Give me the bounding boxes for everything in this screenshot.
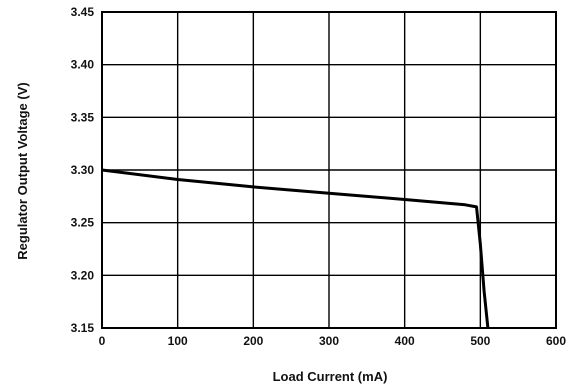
y-tick-label: 3.25	[71, 216, 95, 230]
y-tick-labels: 3.15 3.20 3.25 3.30 3.35 3.40 3.45	[71, 5, 95, 335]
x-tick-label: 600	[546, 334, 566, 348]
y-tick-label: 3.30	[71, 163, 95, 177]
x-tick-label: 100	[168, 334, 188, 348]
y-tick-label: 3.20	[71, 268, 95, 282]
x-tick-label: 0	[99, 334, 106, 348]
x-tick-label: 400	[395, 334, 415, 348]
y-tick-label: 3.15	[71, 321, 95, 335]
y-tick-label: 3.35	[71, 110, 95, 124]
plot-frame	[101, 11, 557, 329]
x-axis-label: Load Current (mA)	[273, 369, 388, 384]
x-tick-labels: 0 100 200 300 400 500 600	[99, 334, 567, 348]
x-tick-label: 200	[243, 334, 263, 348]
y-axis-label: Regulator Output Voltage (V)	[15, 82, 30, 259]
series-layer	[101, 168, 490, 329]
series-line	[101, 168, 490, 329]
y-tick-label: 3.40	[71, 58, 95, 72]
x-tick-label: 500	[470, 334, 490, 348]
y-tick-label: 3.45	[71, 5, 95, 19]
grid	[101, 11, 557, 329]
x-tick-label: 300	[319, 334, 339, 348]
